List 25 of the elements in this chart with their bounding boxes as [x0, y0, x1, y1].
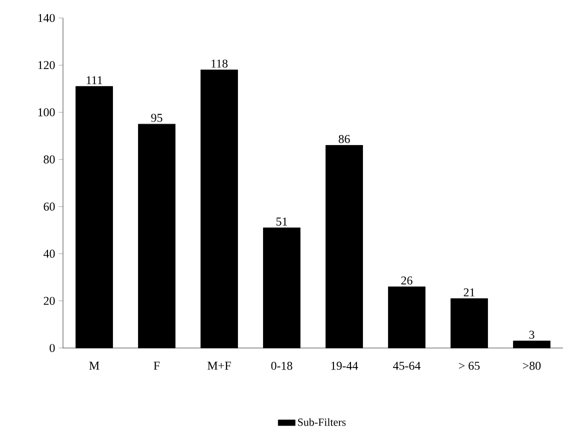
- data-label: 26: [401, 276, 412, 285]
- x-tick-label: 0-18: [271, 362, 292, 370]
- x-tick-label: > 65: [459, 362, 480, 370]
- x-tick-label: 45-64: [393, 362, 421, 370]
- y-tick-label: 120: [38, 61, 55, 70]
- y-tick-label: 20: [44, 296, 55, 305]
- legend-label: Sub-Filters: [298, 418, 346, 426]
- data-label: 111: [86, 76, 102, 84]
- x-tick-label: >80: [523, 362, 541, 370]
- data-label: 86: [338, 135, 350, 144]
- data-label: 51: [276, 218, 288, 226]
- y-tick-label: 0: [50, 344, 55, 352]
- x-tick-label: M: [89, 362, 100, 370]
- x-tick-label: M+F: [208, 362, 231, 370]
- y-tick-label: 80: [44, 155, 55, 164]
- y-tick-label: 100: [38, 108, 55, 116]
- y-tick-label: 140: [38, 14, 55, 22]
- data-label: 3: [529, 330, 534, 339]
- y-tick-label: 40: [44, 250, 55, 258]
- y-tick-label: 60: [44, 202, 55, 211]
- x-tick-label: F: [154, 362, 160, 370]
- data-label: 118: [212, 60, 228, 68]
- x-tick-label: 19-44: [331, 362, 358, 370]
- data-label: 95: [151, 114, 162, 122]
- data-label: 21: [464, 288, 475, 296]
